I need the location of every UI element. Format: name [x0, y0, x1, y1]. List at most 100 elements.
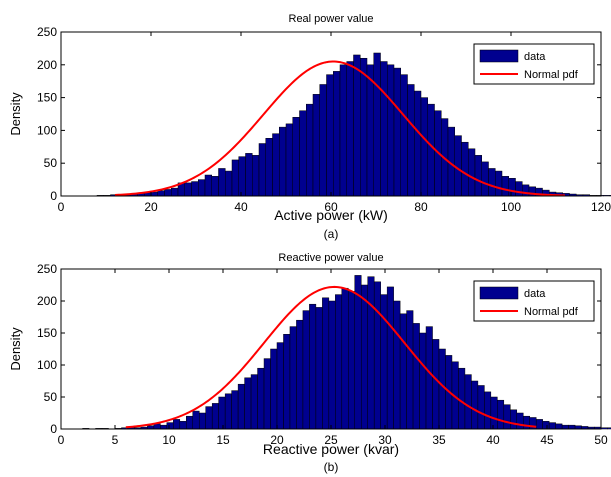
histogram-bar [237, 383, 245, 430]
histogram-bar [373, 52, 381, 197]
y-tick-label: 0 [50, 189, 57, 203]
histogram-bar [373, 281, 381, 430]
y-tick-label: 150 [37, 326, 57, 340]
histogram-bar [501, 176, 509, 197]
x-tick-label: 80 [414, 200, 428, 214]
histogram-bar [204, 174, 212, 197]
x-axis-label: Active power (kW) [274, 207, 388, 223]
histogram-bar [607, 427, 611, 430]
histogram-bar [393, 67, 401, 197]
x-tick-label: 0 [58, 200, 65, 214]
histogram-bar [302, 310, 310, 430]
histogram-bar [348, 291, 356, 430]
y-tick-label: 50 [44, 390, 58, 404]
histogram-bar [488, 168, 496, 197]
histogram-bar [238, 156, 246, 197]
x-tick-label: 35 [432, 433, 446, 447]
histogram-bar [265, 138, 273, 197]
histogram-bar [568, 424, 576, 430]
histogram-bar [218, 396, 226, 430]
histogram-bar [171, 187, 179, 197]
histogram-bar [153, 423, 161, 430]
y-tick-label: 150 [37, 91, 57, 105]
histogram-bar [468, 148, 476, 197]
histogram-bar [315, 307, 323, 430]
histogram-bar [166, 422, 174, 430]
histogram-bar [419, 332, 427, 430]
histogram-bar [296, 319, 304, 430]
histogram-bar [218, 168, 226, 197]
histogram-bar [272, 133, 280, 197]
ticks: 0 5 10 15 20 25 30 35 40 45 50 0 50 100 150 200 250 [37, 262, 608, 447]
x-tick-label: 20 [270, 433, 284, 447]
histogram-bar [250, 374, 258, 430]
histogram-bar [184, 182, 192, 197]
legend: data Normal pdf [473, 43, 595, 85]
x-tick-label: 40 [234, 200, 248, 214]
histogram-bar [399, 313, 407, 430]
histogram-bar [427, 103, 435, 197]
histogram-bar [432, 339, 440, 430]
legend-entry-normal-pdf: Normal pdf [524, 69, 579, 81]
y-tick-label: 50 [44, 156, 58, 170]
histogram-bar [192, 410, 200, 430]
histogram-bar [335, 294, 343, 430]
histogram-bar [366, 64, 374, 197]
ticks: 0 20 40 60 80 100 120 0 50 100 150 200 250 [37, 25, 611, 214]
histogram-bar [510, 409, 518, 430]
histogram-bar [393, 300, 401, 430]
histogram-bar [461, 141, 469, 197]
x-tick-label: 45 [540, 433, 554, 447]
histogram-bar [244, 377, 252, 430]
histogram-bar [276, 342, 284, 430]
histogram-bar [367, 276, 375, 430]
x-tick-label: 15 [216, 433, 230, 447]
histogram-bar [360, 57, 368, 197]
x-tick-label: 25 [324, 433, 338, 447]
legend-entry-normal-pdf: Normal pdf [524, 306, 579, 318]
histogram-bar [474, 155, 482, 197]
x-tick-label: 100 [501, 200, 521, 214]
histogram-bar [224, 393, 232, 430]
histogram-bar [387, 64, 395, 197]
chart-title: Reactive power value [278, 252, 383, 264]
panel-caption: (b) [324, 460, 339, 474]
y-tick-label: 100 [37, 358, 57, 372]
chart-reactive-power: Reactive power value Density Reactive po… [8, 252, 611, 474]
y-axis-label: Density [8, 327, 23, 371]
x-tick-label: 60 [324, 200, 338, 214]
histogram-bar [328, 300, 336, 430]
chart-title: Real power value [289, 13, 374, 25]
chart-real-power: Real power value Density Active power (k… [8, 13, 611, 241]
histogram-bar [490, 396, 498, 430]
histogram-bar [603, 195, 611, 197]
histogram-bar [292, 117, 300, 197]
histogram-bar [179, 421, 187, 430]
histogram-bar [464, 374, 472, 430]
y-tick-label: 250 [37, 262, 57, 276]
histogram-bar [326, 74, 334, 197]
histogram-bar [495, 170, 503, 197]
histogram-bar [346, 61, 354, 197]
y-tick-label: 200 [37, 294, 57, 308]
histogram-bar [425, 326, 433, 430]
x-tick-label: 5 [112, 433, 119, 447]
histogram-bar [471, 380, 479, 430]
histogram-bar [157, 190, 165, 197]
histogram-bar [257, 367, 265, 430]
y-tick-label: 0 [50, 422, 57, 436]
legend-entry-data: data [524, 288, 546, 300]
histogram-bar [225, 170, 233, 197]
legend-entry-data: data [524, 51, 546, 63]
histogram-bar [508, 178, 516, 197]
panel-caption: (a) [324, 227, 339, 241]
histogram-bar [191, 181, 199, 197]
x-tick-label: 50 [594, 433, 608, 447]
histogram-bar [309, 303, 317, 430]
legend-swatch-data [479, 49, 519, 63]
histogram-bar [285, 123, 293, 197]
histogram-bar [561, 424, 569, 430]
histogram-bar [522, 184, 530, 197]
histogram-bar [164, 189, 172, 197]
